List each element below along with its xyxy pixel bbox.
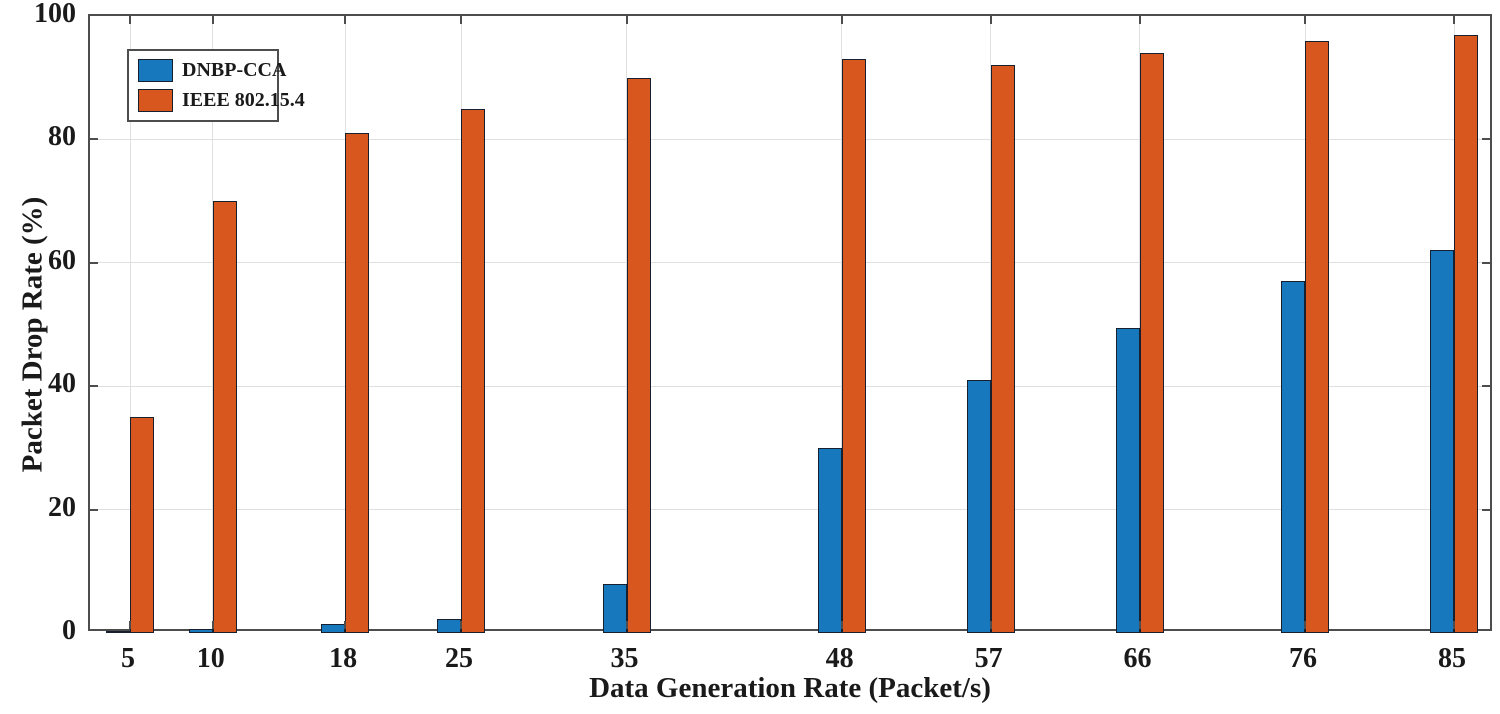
x-tick-bottom: [344, 621, 347, 629]
bar-dnbp-cca-66: [1115, 327, 1140, 633]
gridline-horizontal: [90, 138, 1490, 140]
x-tick-top: [344, 16, 347, 24]
x-axis-title: Data Generation Rate (Packet/s): [589, 672, 991, 704]
y-tick-right: [1482, 138, 1490, 141]
y-tick-label: 80: [48, 121, 76, 153]
bar-ieee-802-15-4-66: [1139, 53, 1164, 633]
x-tick-top: [625, 16, 628, 24]
x-tick-bottom: [211, 621, 214, 629]
x-tick-label: 57: [974, 643, 1003, 674]
x-tick-top: [1138, 16, 1141, 24]
x-tick-top: [129, 16, 131, 24]
x-tick-bottom: [1453, 621, 1455, 629]
plot-area: [88, 14, 1492, 633]
bar-ieee-802-15-4-57: [990, 65, 1015, 633]
legend-swatch-ieee: [138, 89, 173, 112]
bar-ieee-802-15-4-76: [1305, 40, 1330, 633]
gridline-horizontal: [90, 262, 1490, 264]
x-tick-bottom: [1138, 621, 1141, 629]
x-tick-bottom: [840, 621, 843, 629]
x-tick-label: 76: [1289, 643, 1318, 674]
x-tick-bottom: [625, 621, 628, 629]
x-tick-label: 18: [329, 643, 358, 674]
bar-dnbp-cca-5: [106, 630, 130, 633]
x-tick-label: 35: [610, 643, 639, 674]
y-tick-label: 0: [62, 615, 76, 646]
legend-label-ieee: IEEE 802.15.4: [182, 89, 305, 111]
x-tick-bottom: [129, 621, 131, 629]
bar-dnbp-cca-57: [966, 380, 991, 633]
gridline-horizontal: [90, 385, 1490, 387]
bar-ieee-802-15-4-18: [345, 133, 370, 633]
y-tick-right: [1482, 385, 1490, 388]
y-tick-left: [90, 138, 98, 141]
y-tick-label: 20: [48, 491, 76, 523]
legend: DNBP-CCA IEEE 802.15.4: [127, 49, 305, 122]
bar-ieee-802-15-4-5: [130, 417, 154, 633]
gridline-horizontal: [90, 509, 1490, 511]
x-tick-label: 5: [121, 643, 135, 674]
x-tick-top: [989, 16, 992, 24]
x-tick-bottom: [1304, 621, 1307, 629]
bar-dnbp-cca-48: [817, 447, 842, 633]
bar-dnbp-cca-25: [437, 619, 461, 633]
bar-ieee-802-15-4-35: [626, 77, 651, 633]
x-tick-top: [460, 16, 462, 24]
x-tick-label: 25: [445, 643, 473, 674]
y-tick-label: 60: [48, 244, 76, 276]
bar-ieee-802-15-4-25: [461, 108, 485, 633]
bar-dnbp-cca-76: [1281, 281, 1306, 633]
x-tick-top: [211, 16, 214, 24]
legend-item-ieee: IEEE 802.15.4: [138, 89, 305, 112]
x-tick-label: 66: [1123, 643, 1152, 674]
x-tick-top: [840, 16, 843, 24]
legend-item-dnbp-cca: DNBP-CCA: [138, 59, 286, 82]
bar-dnbp-cca-35: [602, 583, 627, 633]
gridline-vertical: [129, 16, 131, 629]
bar-ieee-802-15-4-85: [1454, 34, 1478, 633]
x-tick-label: 48: [825, 643, 854, 674]
x-tick-bottom: [989, 621, 992, 629]
bar-dnbp-cca-10: [188, 628, 213, 633]
x-tick-top: [1453, 16, 1455, 24]
legend-label-dnbp-cca: DNBP-CCA: [182, 59, 287, 81]
y-axis-title: Packet Drop Rate (%): [16, 196, 49, 473]
y-tick-label: 40: [48, 368, 76, 400]
x-tick-label: 10: [196, 643, 225, 674]
y-tick-right: [1482, 261, 1490, 264]
y-tick-left: [90, 508, 98, 511]
bar-ieee-802-15-4-10: [212, 201, 237, 633]
x-tick-bottom: [460, 621, 462, 629]
bar-ieee-802-15-4-48: [841, 59, 866, 633]
bar-dnbp-cca-85: [1430, 250, 1454, 633]
x-tick-label: 85: [1438, 643, 1466, 674]
y-tick-left: [90, 385, 98, 388]
bar-dnbp-cca-18: [321, 623, 346, 633]
x-tick-top: [1304, 16, 1307, 24]
y-tick-right: [1482, 508, 1490, 511]
y-tick-label: 100: [34, 0, 76, 29]
legend-swatch-dnbp-cca: [138, 59, 173, 82]
y-tick-left: [90, 261, 98, 264]
